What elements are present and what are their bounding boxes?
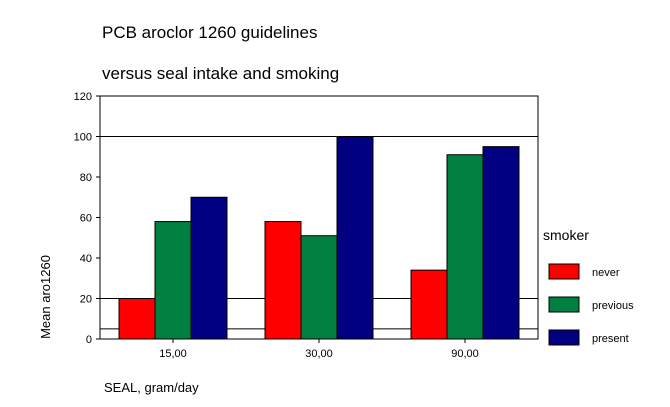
bars bbox=[118, 136, 520, 340]
bar-present-2 bbox=[482, 146, 520, 340]
legend-label-previous: previous bbox=[592, 300, 634, 312]
y-tick-label-2: 40 bbox=[80, 253, 92, 265]
y-tick-label-4: 80 bbox=[80, 172, 92, 184]
x-axis-label: SEAL, gram/day bbox=[104, 380, 199, 395]
bar-present-1 bbox=[336, 136, 374, 340]
bar-never-1 bbox=[264, 221, 302, 340]
legend-label-never: never bbox=[592, 267, 620, 279]
y-tick-label-0: 0 bbox=[86, 334, 92, 346]
x-tick-label-1: 30,00 bbox=[305, 348, 333, 360]
legend-label-present: present bbox=[592, 333, 629, 345]
legend-swatch-previous bbox=[548, 296, 580, 313]
chart-subtitle: versus seal intake and smoking bbox=[102, 64, 339, 83]
legend-title: smoker bbox=[543, 227, 589, 243]
bar-present-0 bbox=[190, 196, 228, 340]
x-axis: 15,00 30,00 90,00 bbox=[159, 339, 479, 360]
y-tick-label-6: 120 bbox=[74, 91, 92, 103]
x-tick-label-2: 90,00 bbox=[451, 348, 479, 360]
bar-never-0 bbox=[118, 298, 156, 340]
y-axis: 0 20 40 60 80 100 120 bbox=[74, 91, 100, 346]
bar-previous-0 bbox=[154, 221, 192, 340]
y-axis-label: Mean aro1260 bbox=[38, 255, 53, 339]
x-tick-label-0: 15,00 bbox=[159, 348, 187, 360]
bar-previous-2 bbox=[446, 154, 484, 340]
chart-title: PCB aroclor 1260 guidelines bbox=[102, 23, 317, 42]
legend-swatch-never bbox=[548, 263, 580, 280]
y-tick-label-3: 60 bbox=[80, 213, 92, 225]
bar-previous-1 bbox=[300, 235, 338, 340]
legend-swatch-present bbox=[548, 329, 580, 346]
legend: never previous present bbox=[548, 263, 634, 346]
bar-never-2 bbox=[410, 269, 448, 340]
y-tick-label-5: 100 bbox=[74, 132, 92, 144]
y-tick-label-1: 20 bbox=[80, 294, 92, 306]
